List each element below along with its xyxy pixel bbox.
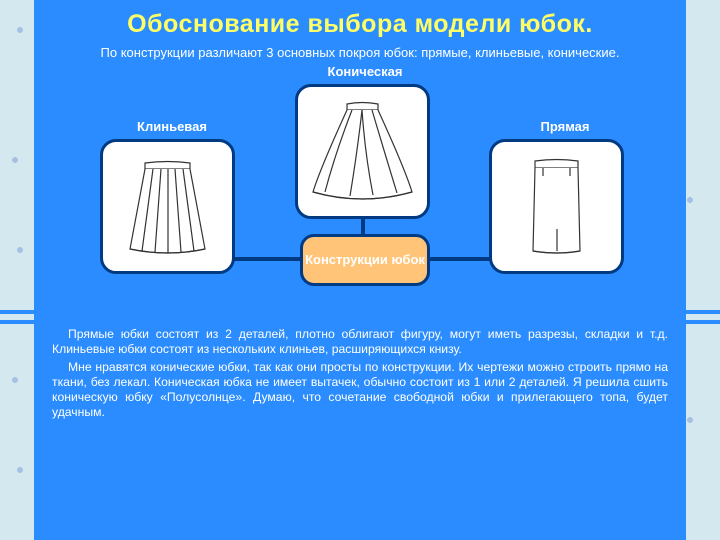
center-box: Конструкции юбок <box>300 234 430 286</box>
slide-title: Обоснование выбора модели юбок. <box>52 10 668 39</box>
diagram-area: Коническая Клиньевая Прямая <box>52 64 668 319</box>
paragraph-2: Мне нравятся конические юбки, так как он… <box>52 360 668 421</box>
label-straight: Прямая <box>530 119 600 134</box>
label-wedge: Клиньевая <box>127 119 217 134</box>
slide: Обоснование выбора модели юбок. По конст… <box>34 0 686 540</box>
wedge-skirt-icon <box>110 149 225 264</box>
conical-skirt-icon <box>305 94 420 209</box>
straight-skirt-icon <box>499 149 614 264</box>
slide-subtitle: По конструкции различают 3 основных покр… <box>52 45 668 60</box>
card-conical-skirt <box>295 84 430 219</box>
connector-right <box>427 257 492 261</box>
center-box-label: Конструкции юбок <box>305 253 425 268</box>
body-text: Прямые юбки состоят из 2 деталей, плотно… <box>52 327 668 421</box>
label-conical: Коническая <box>315 64 415 79</box>
card-wedge-skirt <box>100 139 235 274</box>
connector-left <box>233 257 303 261</box>
paragraph-1: Прямые юбки состоят из 2 деталей, плотно… <box>52 327 668 358</box>
card-straight-skirt <box>489 139 624 274</box>
